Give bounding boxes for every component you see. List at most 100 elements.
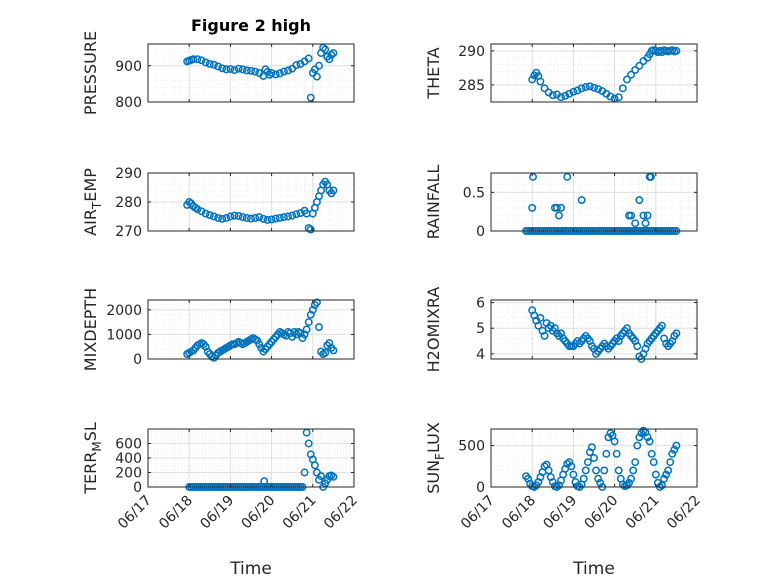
data-point <box>317 472 325 481</box>
data-point <box>247 214 255 223</box>
data-point <box>627 474 636 483</box>
data-point <box>614 466 623 475</box>
data-point <box>540 84 549 93</box>
axes-box <box>490 172 698 232</box>
data-point <box>600 466 609 475</box>
data-point <box>629 466 638 475</box>
data-point <box>528 203 537 212</box>
data-point <box>548 91 557 100</box>
data-point <box>645 437 654 446</box>
data-point <box>540 331 549 340</box>
data-point <box>209 60 218 69</box>
data-point <box>536 77 545 86</box>
data-point <box>189 55 198 64</box>
axes-box <box>147 299 355 360</box>
data-point <box>315 323 323 331</box>
data-point <box>594 474 603 483</box>
data-point <box>226 65 235 73</box>
data-point <box>664 466 673 475</box>
y-tick-label: 5 <box>476 321 485 337</box>
data-point <box>300 468 309 477</box>
data-point <box>641 219 650 228</box>
subplot-air: 270 280 290 AIRTEMP <box>81 166 355 240</box>
data-point <box>633 441 642 450</box>
x-axis-label-right: Time <box>572 559 615 579</box>
data-point <box>646 172 655 181</box>
data-point <box>552 203 561 212</box>
data-point <box>672 46 681 55</box>
subplot-pressure: 800 900 PRESSURE <box>81 31 355 115</box>
data-point <box>672 329 681 338</box>
data-point <box>238 213 247 222</box>
y-axis-label: SUNFLUX <box>424 422 447 494</box>
data-point <box>209 212 218 221</box>
x-tick-label: 06/20 <box>239 493 279 533</box>
data-point <box>672 441 681 450</box>
data-point <box>267 69 276 77</box>
data-point <box>587 443 596 452</box>
data-point <box>540 462 549 471</box>
data-point <box>557 203 565 212</box>
data-point <box>590 83 598 92</box>
data-point <box>555 211 563 220</box>
data-point <box>205 211 214 220</box>
data-point <box>230 211 239 220</box>
x-tick-label: 06/19 <box>540 493 580 533</box>
y-axis-label: TERRMSL <box>81 422 104 495</box>
data-point <box>201 209 210 218</box>
data-point <box>321 348 330 357</box>
axes-box <box>147 43 355 103</box>
y-tick-label: 270 <box>115 224 142 240</box>
data-point <box>643 211 652 220</box>
x-axis-label-left: Time <box>229 559 272 579</box>
data-point <box>528 75 537 84</box>
axes-box <box>490 43 698 103</box>
data-point <box>536 314 545 322</box>
data-point <box>214 214 222 222</box>
data-point <box>292 210 301 219</box>
data-point <box>649 458 658 467</box>
data-point <box>218 214 227 223</box>
x-tick-label: 06/21 <box>280 493 320 533</box>
data-point <box>302 325 311 334</box>
data-point <box>271 70 280 79</box>
data-point <box>606 92 615 101</box>
subplot-rainfall: 0 0.5 RAINFALL <box>424 165 698 240</box>
data-point <box>306 225 315 234</box>
data-point <box>312 72 321 81</box>
data-point <box>563 172 572 181</box>
data-point <box>544 466 553 475</box>
x-tick-label: 06/18 <box>156 493 196 533</box>
data-point <box>614 93 623 102</box>
data-point <box>259 214 268 223</box>
data-point <box>263 216 272 224</box>
data-point <box>561 91 570 100</box>
y-tick-label: 280 <box>115 195 142 211</box>
data-point <box>312 298 321 307</box>
data-point <box>668 449 677 458</box>
y-tick-label: 0.5 <box>463 185 485 201</box>
data-point <box>214 62 222 71</box>
data-point <box>581 466 590 475</box>
x-tick-label: 06/22 <box>664 493 704 533</box>
data-point <box>660 474 668 483</box>
y-tick-label: 500 <box>458 439 485 455</box>
data-point <box>304 318 313 327</box>
data-point <box>604 433 613 442</box>
data-point <box>548 478 557 486</box>
data-point <box>321 45 330 54</box>
data-point <box>596 478 605 487</box>
data-point <box>651 470 660 479</box>
data-point <box>325 55 334 64</box>
data-point <box>631 219 640 228</box>
data-point <box>304 439 313 448</box>
data-point <box>284 66 293 75</box>
data-point <box>565 458 574 467</box>
data-point <box>625 478 633 487</box>
data-point <box>565 89 574 98</box>
data-point <box>251 67 260 76</box>
x-tick-label: 06/20 <box>582 493 622 533</box>
data-point <box>251 214 260 222</box>
subplot-mixdepth: 0 1000 2000 MIXDEPTH <box>81 288 355 371</box>
